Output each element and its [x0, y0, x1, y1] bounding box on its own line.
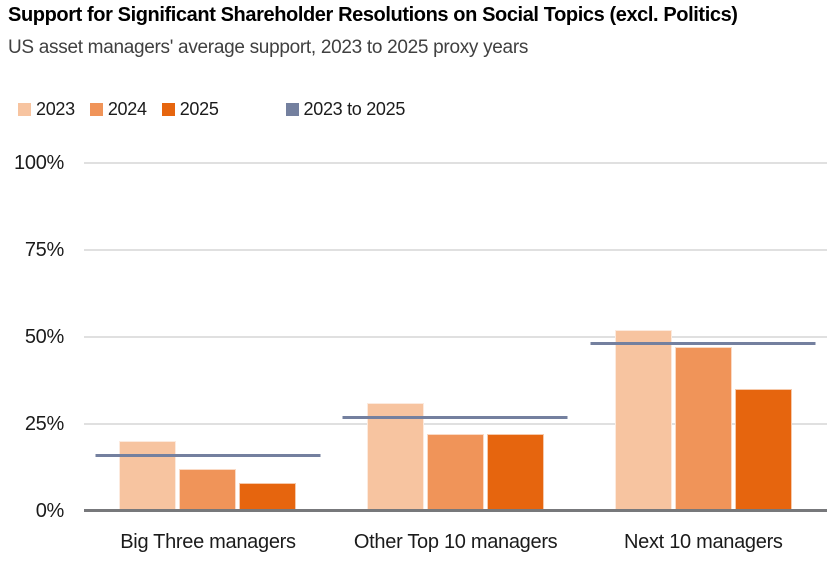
legend-item-2023-to-2025: 2023 to 2025: [285, 99, 406, 120]
plot-area: [84, 162, 827, 512]
gridline-50%: [84, 336, 827, 338]
legend-label: 2024: [107, 99, 147, 119]
bar-2025: [239, 483, 297, 511]
benchmark-line-2023-to-2025: [342, 415, 568, 419]
legend-item-2023: 2023: [18, 99, 75, 120]
legend-swatch-icon: [285, 103, 299, 116]
legend-item-2025: 2025: [161, 99, 219, 120]
gridline-75%: [84, 249, 827, 251]
legend: 2023 2024 2025 2023 to 2025: [18, 99, 420, 120]
y-axis-tick-label: 50%: [24, 326, 64, 348]
legend-item-2024: 2024: [89, 99, 147, 120]
bar-2023: [366, 403, 424, 511]
benchmark-line-2023-to-2025: [95, 453, 321, 457]
legend-swatch-icon: [18, 103, 31, 116]
bar-2024: [426, 434, 484, 511]
legend-label: 2023 to 2025: [303, 99, 406, 119]
bar-group-other-top-10-managers: [332, 163, 580, 511]
bar-2024: [674, 347, 732, 511]
x-axis-line: [84, 509, 827, 512]
bar-2025: [734, 389, 792, 511]
y-axis-tick-label: 75%: [24, 239, 64, 261]
x-axis-category-label: Next 10 managers: [624, 531, 783, 553]
legend-swatch-icon: [161, 103, 175, 116]
bar-group-next-10-managers: [579, 163, 827, 511]
x-axis-category-label: Other Top 10 managers: [353, 531, 558, 553]
y-axis-tick-label: 100%: [14, 152, 64, 174]
bar-2025: [486, 434, 544, 511]
bar-2024: [179, 469, 237, 511]
bar-2023: [119, 441, 177, 511]
page-subtitle: US asset managers' average support, 2023…: [8, 37, 529, 58]
benchmark-line-2023-to-2025: [590, 342, 816, 346]
bar-2023: [614, 330, 672, 511]
legend-label: 2025: [179, 99, 219, 119]
y-axis-tick-label: 0%: [35, 500, 65, 522]
y-axis-tick-label: 25%: [24, 413, 64, 435]
legend-swatch-icon: [89, 103, 103, 116]
legend-label: 2023: [36, 99, 75, 119]
gridline-25%: [84, 423, 827, 425]
bar-group-big-three-managers: [84, 163, 332, 511]
gridline-100%: [84, 162, 827, 164]
x-axis-category-label: Big Three managers: [120, 531, 296, 553]
page-title: Support for Significant Shareholder Reso…: [8, 4, 738, 26]
